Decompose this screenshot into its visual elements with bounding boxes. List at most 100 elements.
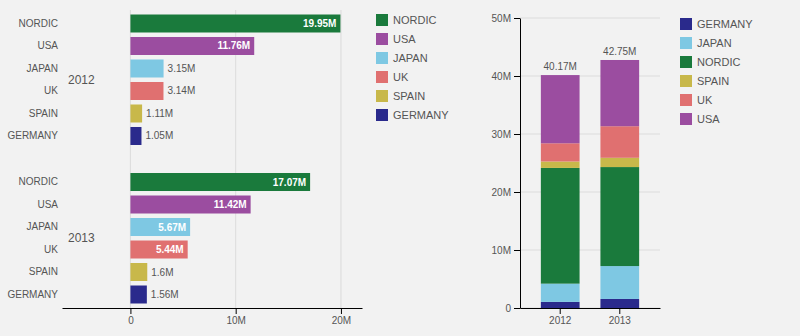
bar bbox=[130, 263, 147, 281]
tick-label: UK bbox=[44, 85, 58, 96]
chart-container: 19.95M11.76M3.15M3.14M1.11M1.05M17.07M11… bbox=[0, 0, 800, 336]
axis-line bbox=[63, 308, 363, 309]
bar bbox=[130, 104, 142, 122]
tick-mark bbox=[560, 308, 561, 314]
group-label: 2012 bbox=[68, 73, 95, 87]
tick-label: 10M bbox=[226, 315, 245, 326]
legend-item: UK bbox=[376, 71, 409, 83]
tick-label: USA bbox=[37, 199, 58, 210]
legend-label: JAPAN bbox=[393, 52, 428, 64]
tick: SPAIN bbox=[29, 108, 58, 119]
bar-segment bbox=[600, 299, 639, 308]
bar bbox=[130, 218, 190, 236]
legend-swatch bbox=[376, 14, 388, 26]
bar-segment bbox=[541, 143, 580, 161]
axis-line bbox=[521, 308, 661, 309]
tick: 50M bbox=[492, 13, 520, 24]
data-label: 3.15M bbox=[168, 63, 196, 74]
grid bbox=[520, 18, 660, 308]
legend-label: JAPAN bbox=[697, 37, 732, 49]
legend-swatch bbox=[680, 56, 692, 68]
tick: USA bbox=[37, 199, 58, 210]
data-label: 1.05M bbox=[145, 130, 173, 141]
tick: 30M bbox=[492, 129, 520, 140]
data-label: 1.6M bbox=[151, 267, 173, 278]
tick: GERMANY bbox=[7, 130, 58, 141]
legend-item: GERMANY bbox=[376, 109, 449, 121]
tick: GERMANY bbox=[7, 289, 58, 300]
tick-label: JAPAN bbox=[27, 63, 59, 74]
tick-mark bbox=[236, 308, 237, 314]
grid-line bbox=[520, 18, 660, 19]
bar-segment bbox=[600, 266, 639, 299]
tick-mark bbox=[514, 250, 520, 251]
bar-segment bbox=[541, 161, 580, 167]
legend-item: JAPAN bbox=[376, 52, 428, 64]
data-label: 1.56M bbox=[151, 289, 179, 300]
tick-mark bbox=[341, 308, 342, 314]
legend-item: USA bbox=[680, 113, 720, 125]
tick-label: NORDIC bbox=[19, 176, 58, 187]
legend-label: NORDIC bbox=[393, 14, 436, 26]
bar-segment bbox=[541, 75, 580, 143]
bar bbox=[130, 37, 254, 55]
legend: NORDIC USA JAPAN UK SPAIN GERMANY bbox=[376, 14, 449, 121]
tick-label: GERMANY bbox=[7, 289, 58, 300]
legend-item: UK bbox=[680, 94, 713, 106]
data-labels: 19.95M11.76M3.15M3.14M1.11M1.05M17.07M11… bbox=[145, 18, 336, 300]
tick: USA bbox=[37, 40, 58, 51]
bar-segment bbox=[600, 158, 639, 167]
data-label: 19.95M bbox=[303, 18, 336, 29]
tick-label: GERMANY bbox=[7, 130, 58, 141]
chart: 40.17M42.75M20122013010M20M30M40M50MGERM… bbox=[492, 13, 754, 326]
tick-mark bbox=[619, 308, 620, 314]
tick: NORDIC bbox=[19, 18, 58, 29]
legend-label: UK bbox=[697, 94, 713, 106]
bar-segment bbox=[541, 168, 580, 284]
tick: 20M bbox=[492, 187, 520, 198]
bar-segment bbox=[600, 126, 639, 158]
tick: UK bbox=[44, 85, 58, 96]
tick: 0 bbox=[505, 303, 520, 314]
tick-label: UK bbox=[44, 244, 58, 255]
bar-segment bbox=[541, 302, 580, 308]
axis: 010M20M bbox=[63, 308, 363, 326]
axis: NORDIC USA JAPAN UK SPAIN GERMANY bbox=[7, 176, 58, 299]
tick-label: JAPAN bbox=[27, 221, 59, 232]
tick: 10M bbox=[226, 308, 245, 326]
bar bbox=[130, 286, 146, 304]
tick: 40M bbox=[492, 71, 520, 82]
grid-line bbox=[340, 10, 341, 308]
data-label: 1.11M bbox=[146, 108, 173, 119]
tick-label: 0 bbox=[128, 315, 134, 326]
data-label: 11.76M bbox=[217, 40, 250, 51]
legend-label: USA bbox=[393, 33, 416, 45]
tick-mark bbox=[514, 134, 520, 135]
axis-line bbox=[520, 19, 521, 309]
legend-swatch bbox=[376, 90, 388, 102]
legend-swatch bbox=[680, 18, 692, 30]
tick-label: 40M bbox=[492, 71, 511, 82]
data-label: 5.67M bbox=[158, 222, 186, 233]
legend-label: SPAIN bbox=[697, 75, 729, 87]
legend-label: SPAIN bbox=[393, 90, 425, 102]
data-label: 5.44M bbox=[156, 244, 184, 255]
data-label: 3.14M bbox=[167, 85, 195, 96]
tick-label: 2013 bbox=[609, 315, 632, 326]
tick-label: NORDIC bbox=[19, 18, 58, 29]
data-label: 17.07M bbox=[273, 177, 306, 188]
tick: 10M bbox=[492, 245, 520, 256]
chart-svg: 19.95M11.76M3.15M3.14M1.11M1.05M17.07M11… bbox=[0, 0, 800, 336]
grid bbox=[130, 10, 341, 308]
legend-swatch bbox=[680, 94, 692, 106]
chart: 19.95M11.76M3.15M3.14M1.11M1.05M17.07M11… bbox=[7, 10, 449, 326]
tick-mark bbox=[514, 308, 520, 309]
bar bbox=[130, 82, 163, 100]
legend-label: USA bbox=[697, 113, 720, 125]
tick-label: 10M bbox=[492, 245, 511, 256]
legend-item: SPAIN bbox=[680, 75, 729, 87]
tick-label: SPAIN bbox=[29, 266, 58, 277]
bar bbox=[130, 196, 250, 214]
axis: 20122013 bbox=[521, 308, 661, 326]
legend-item: NORDIC bbox=[680, 56, 740, 68]
